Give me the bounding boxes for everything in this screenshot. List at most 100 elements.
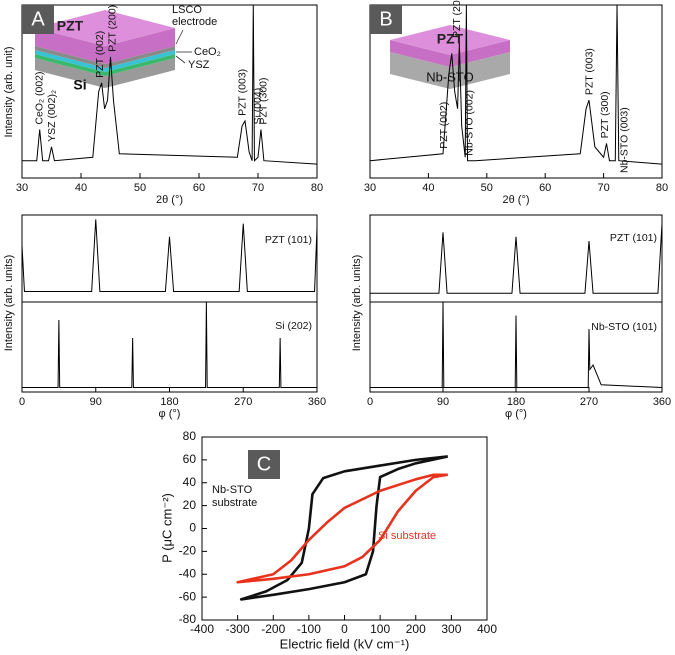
layer-pzt-side bbox=[390, 40, 510, 67]
peak-label: PZT (003) bbox=[236, 69, 248, 116]
x-tick-label: 70 bbox=[252, 182, 264, 194]
peak-label: Nb-STO (002) bbox=[464, 90, 476, 156]
x-tick-label: 360 bbox=[653, 396, 671, 408]
data-line bbox=[370, 301, 663, 388]
x-tick-label: 50 bbox=[134, 182, 146, 194]
x-tick-label: 180 bbox=[160, 396, 178, 408]
x-tick-label: 40 bbox=[422, 182, 434, 194]
x-tick-label: 30 bbox=[364, 182, 376, 194]
x-tick-label: 30 bbox=[16, 182, 28, 194]
pointer bbox=[175, 55, 186, 64]
data-line bbox=[236, 473, 449, 584]
plot-frame bbox=[201, 436, 488, 621]
series-label: Nb-STO substrate bbox=[212, 484, 258, 509]
x-tick-label: 0 bbox=[341, 622, 348, 636]
x-tick-label: 50 bbox=[481, 182, 493, 194]
y-tick-label: -60 bbox=[179, 589, 197, 603]
peak-label: PZT (200) bbox=[107, 5, 119, 52]
y-tick-label: -20 bbox=[179, 544, 197, 558]
layer-nbsto bbox=[390, 52, 510, 89]
inset-a-stack bbox=[35, 10, 192, 88]
inset-label: Si bbox=[73, 77, 86, 93]
y-tick-label: 0 bbox=[189, 521, 196, 535]
inset-label: PZT bbox=[437, 31, 464, 47]
inset-label: PZT bbox=[57, 18, 84, 34]
pointer bbox=[175, 29, 184, 45]
inset-label: Nb-STO bbox=[426, 69, 473, 84]
x-tick-label: 60 bbox=[193, 182, 205, 194]
y-tick-label: -80 bbox=[179, 612, 197, 626]
peak-label: PZT (002) bbox=[438, 102, 450, 149]
panel-letter: A bbox=[31, 8, 45, 30]
layer-lsco bbox=[35, 46, 175, 68]
x-tick-label: 360 bbox=[308, 396, 326, 408]
inset-label: electrode bbox=[172, 16, 217, 28]
layer-si-side bbox=[35, 58, 175, 88]
reflection-label: Nb-STO (101) bbox=[591, 321, 657, 333]
x-tick-label: -400 bbox=[190, 622, 214, 636]
inset-label: CeO₂ bbox=[194, 46, 221, 58]
x-tick-label: 60 bbox=[539, 182, 551, 194]
y-tick-label: 20 bbox=[183, 498, 197, 512]
layer-ysz bbox=[35, 54, 175, 76]
x-tick-label: 90 bbox=[90, 396, 102, 408]
y-axis-label: Intensity (arb. unit) bbox=[3, 46, 15, 137]
data-line bbox=[239, 455, 449, 601]
plot-frame bbox=[21, 301, 318, 393]
y-axis-label: P (μC cm⁻²) bbox=[159, 493, 174, 563]
x-tick-label: -200 bbox=[261, 622, 285, 636]
y-tick-label: 60 bbox=[183, 452, 197, 466]
panel-letter-box bbox=[248, 450, 280, 479]
layer-pzt-top bbox=[390, 25, 510, 55]
plot-frame bbox=[369, 4, 663, 179]
peak-label: PZT (003) bbox=[583, 48, 595, 95]
x-tick-label: 80 bbox=[656, 182, 668, 194]
series-label: Si substrate bbox=[378, 530, 437, 542]
y-tick-label: -40 bbox=[179, 566, 197, 580]
peak-label: CeO₂ (002) bbox=[33, 71, 45, 124]
data-line bbox=[370, 223, 663, 294]
y-axis-label: Intensity (arb. units) bbox=[351, 255, 363, 352]
x-axis-label: 2θ (°) bbox=[156, 194, 183, 206]
x-axis-label: 2θ (°) bbox=[502, 194, 529, 206]
peak-label: PZT (300) bbox=[258, 77, 270, 124]
y-tick-label: 40 bbox=[183, 475, 197, 489]
peak-label: PZT (002) bbox=[94, 31, 106, 78]
x-tick-label: 0 bbox=[367, 396, 373, 408]
panel-letter: B bbox=[379, 8, 392, 30]
panel-letter-box bbox=[22, 5, 54, 34]
peak-label: PZT (300) bbox=[599, 91, 611, 138]
plot-frame bbox=[21, 214, 318, 303]
x-axis-label: Electric field (kV cm⁻¹) bbox=[280, 636, 410, 651]
data-line bbox=[369, 4, 663, 165]
x-tick-label: 400 bbox=[477, 622, 497, 636]
inset-label: YSZ bbox=[188, 59, 210, 71]
panel-letter: C bbox=[257, 453, 271, 475]
x-tick-label: 70 bbox=[597, 182, 609, 194]
inset-b-stack bbox=[390, 25, 510, 89]
inset-label: LSCO bbox=[172, 4, 202, 16]
layer-ceo2 bbox=[35, 50, 175, 72]
x-axis-label: φ (°) bbox=[159, 408, 181, 420]
series-label-text: Si substrate bbox=[378, 530, 437, 542]
series-label-text: Nb-STO substrate bbox=[212, 484, 258, 509]
peak-label: PZT (200) bbox=[451, 0, 463, 38]
x-tick-label: 80 bbox=[311, 182, 323, 194]
reflection-label: Si (202) bbox=[275, 320, 312, 332]
x-tick-label: 100 bbox=[370, 622, 390, 636]
y-axis-label: Intensity (arb. units) bbox=[3, 255, 15, 352]
x-axis-label: φ (°) bbox=[505, 408, 527, 420]
x-tick-label: 270 bbox=[580, 396, 598, 408]
plot-frame bbox=[369, 214, 663, 303]
y-tick-label: 80 bbox=[183, 429, 197, 443]
x-tick-label: 180 bbox=[507, 396, 525, 408]
x-tick-label: 90 bbox=[437, 396, 449, 408]
x-tick-label: -100 bbox=[297, 622, 321, 636]
data-line bbox=[21, 219, 318, 293]
peak-label: Si (004) bbox=[252, 88, 264, 125]
x-tick-label: 40 bbox=[75, 182, 87, 194]
x-tick-label: 200 bbox=[406, 622, 426, 636]
x-tick-label: 0 bbox=[19, 396, 25, 408]
x-tick-label: 270 bbox=[234, 396, 252, 408]
